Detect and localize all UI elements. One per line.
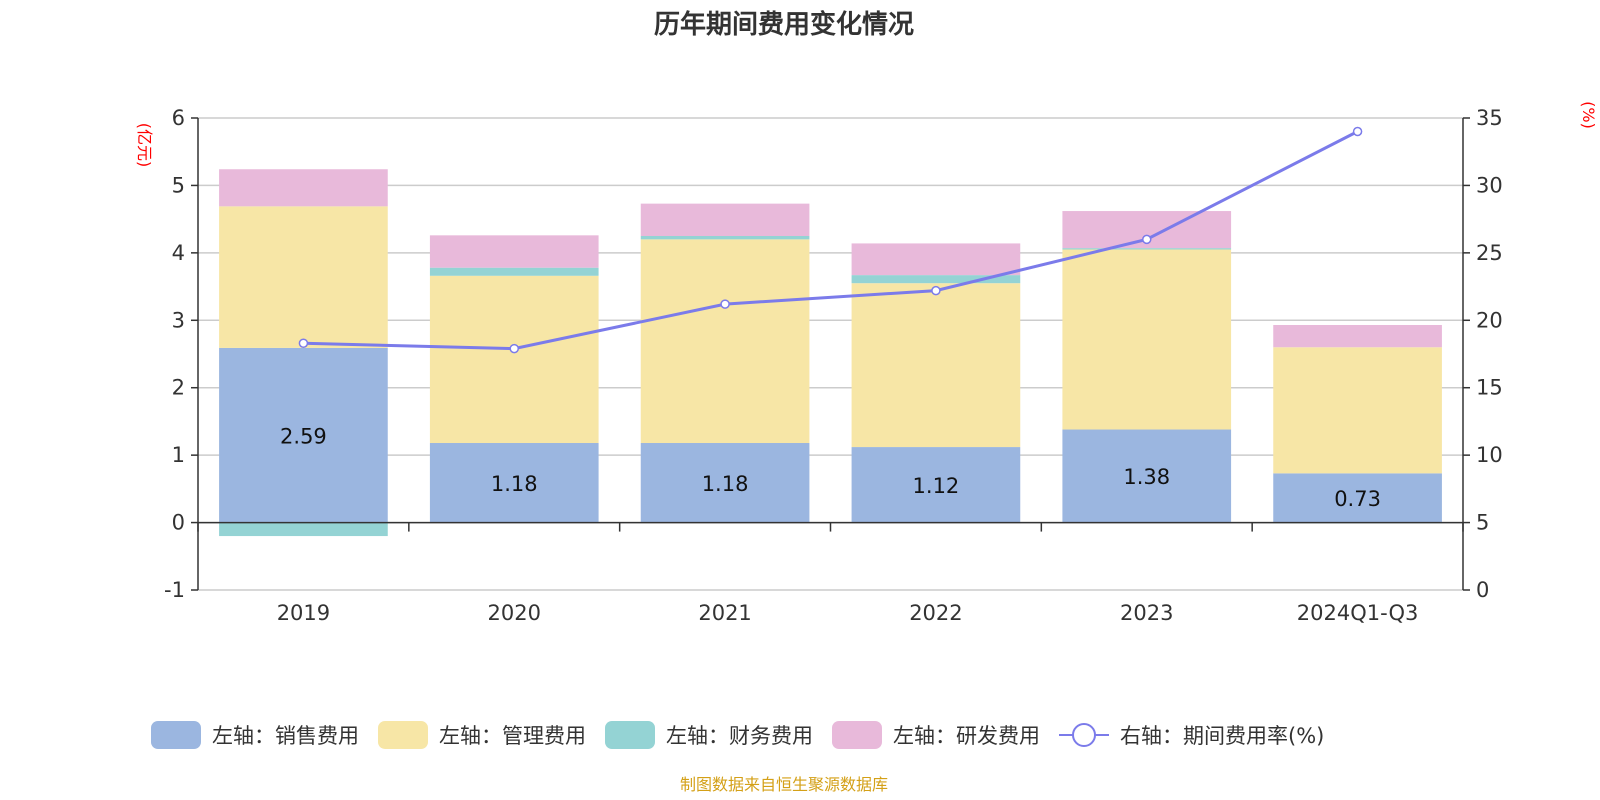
bar-segment-3 — [219, 522, 388, 537]
source-note: 制图数据来自恒生聚源数据库 — [680, 775, 888, 794]
right-axis-tick-label: 20 — [1476, 308, 1503, 332]
right-axis-tick-label: 5 — [1476, 511, 1489, 535]
bar-segment-1 — [851, 447, 1021, 523]
left-axis-tick-label: 6 — [172, 106, 185, 130]
x-axis-tick-label: 2020 — [488, 601, 541, 625]
left-axis-tick-label: 1 — [172, 443, 185, 467]
bar-data-label: 0.73 — [1334, 487, 1381, 511]
left-axis-tick-label: -1 — [164, 578, 185, 602]
line-series-rate — [303, 130, 1359, 351]
data-labels: 2.59 1.18 1.18 1.12 1.38 0.73 — [280, 424, 1381, 511]
x-axis-tick-label: 2023 — [1120, 601, 1173, 625]
left-axis-tick-label: 2 — [172, 376, 185, 400]
right-axis-unit: (%) — [1579, 101, 1598, 129]
bar-segment-2 — [429, 275, 599, 444]
bar-segment-4 — [1273, 325, 1442, 348]
x-axis-tick-label: 2024Q1-Q3 — [1297, 601, 1419, 625]
legend-label: 左轴：财务费用 — [666, 724, 813, 748]
bar-segment-1 — [640, 443, 810, 523]
bar-segment-2 — [1273, 347, 1442, 474]
legend-swatch-4 — [832, 721, 882, 749]
bar-series-group — [219, 169, 1442, 537]
line-point — [931, 285, 941, 296]
right-axis-tick-label: 0 — [1476, 578, 1489, 602]
legend-swatch-marker — [1072, 723, 1096, 747]
legend-swatch-3 — [605, 721, 655, 749]
line-point — [1142, 234, 1152, 245]
bar-segment-1 — [219, 347, 388, 523]
bar-segment-3 — [1062, 248, 1232, 250]
right-axis-tick-label: 30 — [1476, 173, 1503, 197]
legend-label: 左轴：研发费用 — [893, 724, 1040, 748]
bar-segment-4 — [429, 235, 599, 268]
chart-title: 历年期间费用变化情况 — [654, 9, 914, 40]
line-point — [720, 299, 730, 309]
x-axis-tick-label: 2022 — [909, 601, 962, 625]
left-axis-tick-label: 3 — [172, 308, 185, 332]
legend-label: 右轴：期间费用率(%) — [1120, 724, 1324, 748]
bar-data-label: 1.12 — [913, 474, 960, 498]
x-axis-tick-label: 2021 — [698, 601, 751, 625]
bar-segment-1 — [1273, 473, 1442, 523]
bar-data-label: 1.18 — [491, 472, 538, 496]
bar-segment-4 — [219, 169, 388, 207]
x-axis-tick-label: 2019 — [277, 601, 330, 625]
left-axis-unit: (亿元) — [135, 123, 154, 168]
bar-segment-2 — [851, 283, 1021, 448]
right-axis-tick-label: 25 — [1476, 241, 1503, 265]
bar-data-label: 1.18 — [702, 472, 749, 496]
bar-segment-1 — [1062, 429, 1232, 523]
legend: 左轴：销售费用 左轴：管理费用 左轴：财务费用 左轴：研发费用 右轴：期间费用率(%) — [151, 721, 1324, 749]
legend-label: 左轴：管理费用 — [439, 724, 586, 748]
left-axis-tick-label: 0 — [172, 511, 185, 535]
line-point — [509, 343, 519, 354]
legend-swatch-1 — [151, 721, 201, 749]
bar-segment-4 — [851, 243, 1021, 276]
right-axis-tick-label: 35 — [1476, 106, 1503, 130]
legend-swatch-2 — [378, 721, 428, 749]
bar-segment-2 — [219, 206, 388, 348]
line-point — [1352, 126, 1363, 137]
bar-segment-3 — [640, 236, 810, 240]
bar-segment-1 — [429, 443, 599, 523]
bar-data-label: 2.59 — [280, 424, 327, 448]
legend-label: 左轴：销售费用 — [212, 724, 359, 748]
line-point — [298, 338, 309, 348]
right-axis-tick-label: 15 — [1476, 376, 1503, 400]
bar-segment-2 — [640, 239, 810, 444]
left-axis-tick-label: 5 — [172, 173, 185, 197]
bar-data-label: 1.38 — [1123, 465, 1170, 489]
right-axis-tick-label: 10 — [1476, 443, 1503, 467]
bar-segment-4 — [640, 203, 810, 236]
axes: -1 0 1 2 3 4 5 6 0 5 10 15 20 25 30 35 2019 2020 2021 2022 2… — [164, 106, 1503, 625]
line-series-group — [298, 126, 1363, 354]
bar-segment-2 — [1062, 249, 1232, 430]
left-axis-tick-label: 4 — [172, 241, 185, 265]
bar-segment-3 — [851, 275, 1021, 284]
bar-segment-3 — [429, 267, 599, 276]
